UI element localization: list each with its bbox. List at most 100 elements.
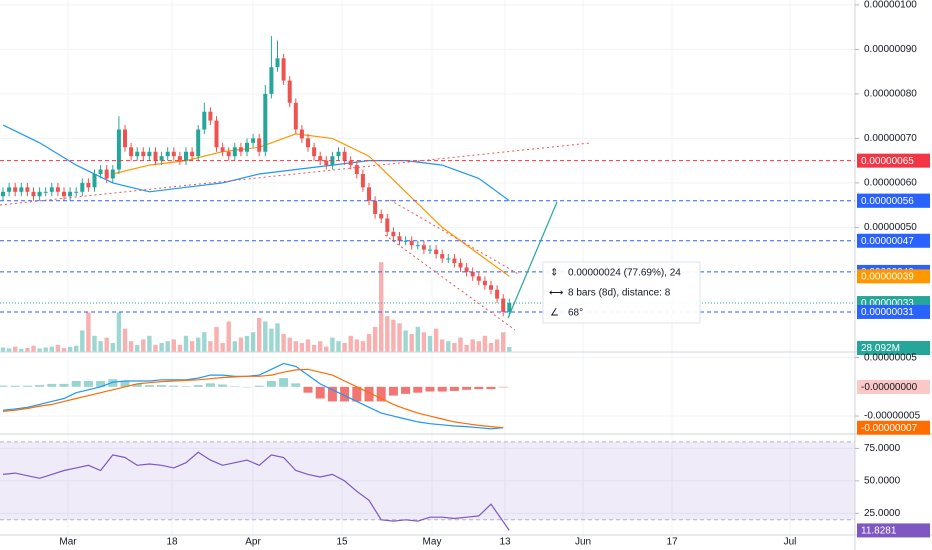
- candle-body: [281, 58, 286, 81]
- candle-body: [299, 129, 304, 139]
- volume-bar: [86, 312, 91, 352]
- volume-bar: [13, 346, 18, 352]
- candle-body: [403, 240, 408, 242]
- price-badge-bg: [857, 304, 930, 319]
- histogram-bar: [279, 378, 289, 387]
- histogram-bar: [401, 386, 411, 394]
- volume-bar: [336, 341, 341, 352]
- volume-bar: [226, 321, 231, 352]
- candle-body: [147, 151, 152, 157]
- price-badge: 0.00000047: [861, 236, 914, 247]
- trend-line: [0, 142, 591, 206]
- candle-body: [177, 156, 182, 161]
- measure-box: [542, 261, 701, 324]
- volume-bar: [507, 346, 512, 352]
- volume-bar: [482, 335, 488, 352]
- plot: [0, 36, 855, 531]
- candle-body: [336, 151, 341, 157]
- y-tick-label: 25.0000: [864, 508, 901, 519]
- measure-text: 8 bars (8d), distance: 8: [568, 288, 671, 299]
- volume-bar: [183, 335, 189, 352]
- candle-body: [458, 262, 463, 268]
- volume-bar: [98, 341, 103, 352]
- volume-bar: [74, 345, 79, 352]
- volume-bar: [104, 337, 109, 352]
- y-tick-label: -0.00000005: [864, 411, 921, 422]
- candle-body: [470, 271, 475, 277]
- histogram-bar: [0, 385, 8, 387]
- candle-body: [428, 249, 432, 251]
- candle-body: [190, 151, 195, 157]
- candle-body: [421, 245, 426, 250]
- histogram-bar: [59, 383, 69, 387]
- volume-bar: [458, 337, 463, 352]
- volume-bar: [330, 337, 335, 352]
- candle-body: [214, 120, 219, 148]
- volume-bar: [470, 339, 475, 352]
- rsi-band: [0, 441, 855, 520]
- candle-body: [226, 151, 231, 157]
- x-tick-label: 13: [499, 537, 511, 548]
- volume-bar: [421, 332, 427, 352]
- histogram-bar: [303, 386, 313, 393]
- candle-body: [245, 142, 249, 152]
- volume-bar: [263, 321, 268, 352]
- volume-bar: [311, 344, 317, 352]
- grid: [0, 0, 855, 535]
- volume-bar: [6, 348, 12, 352]
- volume-bar: [464, 344, 469, 352]
- candle-body: [220, 147, 225, 152]
- volume-bar: [61, 348, 67, 352]
- measure-text: 68°: [568, 308, 583, 319]
- histogram-bar: [10, 385, 20, 387]
- candle-body: [501, 298, 506, 312]
- candle-body: [13, 187, 18, 192]
- x-tick-label: 18: [166, 537, 178, 548]
- price-badge-bg: [857, 193, 930, 208]
- histogram-bar: [96, 380, 106, 387]
- volume-bar: [25, 348, 30, 352]
- volume-bar: [391, 319, 396, 352]
- y-tick-label: 0.00000005: [864, 352, 917, 363]
- volume-bar: [275, 323, 280, 352]
- y-tick-label: 0.00000080: [864, 89, 917, 100]
- histogram-bar: [266, 380, 276, 387]
- volume-bar: [354, 339, 359, 352]
- volume-bar: [281, 334, 286, 352]
- candle-body: [49, 187, 54, 192]
- measure-icon: ⇕: [550, 268, 558, 279]
- candle-body: [196, 129, 201, 157]
- candle-body: [184, 151, 188, 161]
- histogram-bar: [205, 383, 215, 387]
- volume-bar: [147, 335, 152, 352]
- volume-bar: [189, 341, 195, 352]
- volume-bar: [342, 343, 347, 352]
- candle-body: [92, 173, 97, 188]
- volume-bar: [80, 330, 85, 352]
- volume-bar: [257, 317, 262, 352]
- histogram-bar: [242, 386, 252, 388]
- histogram-bar: [388, 386, 398, 396]
- volume-bar: [128, 341, 134, 352]
- candle-body: [86, 182, 91, 188]
- volume-bar: [433, 328, 439, 352]
- volume-bar: [501, 332, 506, 352]
- histogram-bar: [498, 386, 508, 388]
- volume-bar: [159, 343, 164, 352]
- volume-bar: [299, 343, 305, 352]
- histogram-bar: [437, 386, 447, 392]
- histogram-bar: [254, 385, 264, 387]
- candle-body: [43, 191, 48, 193]
- macd-line: [2, 368, 504, 429]
- volume-bar: [214, 326, 219, 352]
- candle-body: [415, 245, 420, 247]
- histogram-bar: [327, 386, 337, 402]
- volume-bar: [232, 341, 237, 352]
- histogram-badge: -0.00000000: [861, 382, 918, 393]
- volume-bar: [366, 334, 372, 352]
- histogram-bar: [230, 386, 240, 387]
- volume-bar: [177, 344, 183, 352]
- volume-bar: [476, 341, 481, 352]
